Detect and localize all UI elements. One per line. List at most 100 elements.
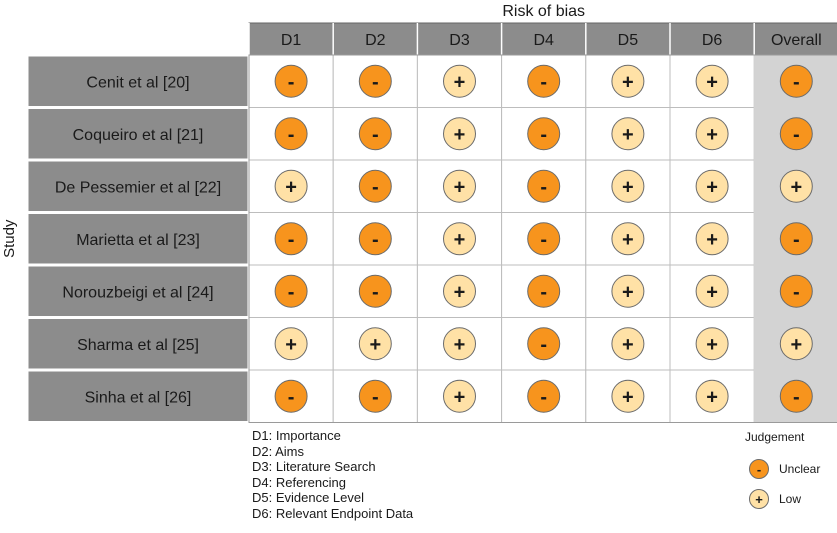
unclear-judgement-mark <box>779 64 813 98</box>
judgement-symbol: + <box>790 334 802 356</box>
judgement-cell <box>753 317 837 371</box>
low-judgement-mark <box>443 64 476 98</box>
unclear-judgement-mark <box>527 169 561 203</box>
domain-legend-item: D3: Literature Search <box>252 459 376 474</box>
judgement-symbol: + <box>622 71 634 93</box>
judgement-symbol: + <box>454 334 466 356</box>
judgement-symbol: - <box>540 334 547 356</box>
judgement-symbol: + <box>454 229 466 251</box>
study-label: De Pessemier et al [22] <box>55 179 221 196</box>
study-label-cell <box>27 160 249 212</box>
chart-title: Risk of bias <box>502 3 585 20</box>
low-judgement-mark <box>779 169 813 203</box>
judgement-symbol: - <box>793 124 800 146</box>
study-label-cell <box>27 318 249 370</box>
low-judgement-mark <box>695 169 729 203</box>
judgement-symbol: - <box>288 281 295 303</box>
low-judgement-mark <box>695 379 729 413</box>
judgement-symbol: + <box>790 176 802 198</box>
judgement-legend-label: Unclear <box>779 462 821 476</box>
judgement-symbol: - <box>372 386 379 408</box>
unclear-judgement-mark <box>358 274 392 308</box>
judgement-symbol: + <box>285 176 297 198</box>
column-header-cell <box>753 22 837 56</box>
low-judgement-mark <box>695 117 729 151</box>
judgement-symbol: + <box>622 281 634 303</box>
study-label-cell <box>27 213 249 265</box>
unclear-judgement-mark <box>527 222 561 256</box>
low-symbol-icon: + <box>749 489 769 509</box>
judgement-symbol: + <box>454 71 466 93</box>
unclear-judgement-mark <box>274 117 308 151</box>
judgement-symbol: - <box>288 124 295 146</box>
judgement-symbol: + <box>706 281 718 303</box>
judgement-symbol: + <box>622 386 634 408</box>
low-judgement-mark <box>611 222 645 256</box>
unclear-judgement-mark <box>527 274 561 308</box>
column-header-label: D4 <box>533 32 554 49</box>
column-header-label: D6 <box>702 32 723 49</box>
judgement-symbol: - <box>372 124 379 146</box>
judgement-symbol: + <box>706 124 718 146</box>
judgement-symbol: - <box>793 386 800 408</box>
unclear-judgement-mark <box>779 222 813 256</box>
low-judgement-mark <box>274 169 308 203</box>
domain-legend-item: D5: Evidence Level <box>252 490 365 505</box>
low-judgement-mark <box>695 274 729 308</box>
study-label: Marietta et al [23] <box>76 232 200 249</box>
low-judgement-mark <box>443 222 476 256</box>
judgement-symbol: + <box>622 124 634 146</box>
low-judgement-mark <box>779 327 813 361</box>
judgement-symbol: + <box>285 334 297 356</box>
unclear-judgement-mark <box>274 64 308 98</box>
study-label: Norouzbeigi et al [24] <box>62 284 213 301</box>
unclear-judgement-mark <box>527 64 561 98</box>
judgement-symbol: + <box>454 176 466 198</box>
row-axis-label: Study <box>1 219 18 258</box>
unclear-judgement-mark <box>358 379 392 413</box>
judgement-symbol: - <box>540 229 547 251</box>
judgement-symbol: - <box>540 71 547 93</box>
judgement-symbol: - <box>372 281 379 303</box>
low-judgement-mark <box>274 327 308 361</box>
judgement-symbol: + <box>622 334 634 356</box>
judgement-symbol: - <box>372 176 379 198</box>
judgement-symbol: - <box>372 71 379 93</box>
grid-outline <box>248 54 837 423</box>
unclear-judgement-mark <box>779 117 813 151</box>
risk-of-bias-chart: Risk of bias Study D1 D2 D3 D4 D5 D6 Overall Ceni… <box>1 3 837 423</box>
unclear-judgement-mark <box>527 379 561 413</box>
low-judgement-mark <box>443 379 476 413</box>
judgement-symbol: - <box>288 229 295 251</box>
judgement-symbol: + <box>454 386 466 408</box>
column-header-cell <box>416 22 503 56</box>
unclear-judgement-mark <box>527 117 561 151</box>
unclear-judgement-mark <box>358 117 392 151</box>
judgement-legend-label: Low <box>779 492 802 506</box>
unclear-judgement-mark <box>274 274 308 308</box>
judgement-legend-title: Judgement <box>745 430 805 444</box>
judgement-symbol: + <box>706 71 718 93</box>
judgement-legend: Judgement - Unclear + Low <box>745 430 835 514</box>
low-judgement-mark <box>443 117 476 151</box>
judgement-symbol: - <box>793 71 800 93</box>
unclear-judgement-mark <box>358 169 392 203</box>
study-label-cell <box>27 108 249 160</box>
low-judgement-mark <box>611 274 645 308</box>
study-label: Sharma et al [25] <box>77 337 199 354</box>
judgement-legend-item-low: + Low <box>745 484 835 514</box>
judgement-symbol: + <box>622 176 634 198</box>
judgement-symbol: + <box>706 334 718 356</box>
judgement-legend-item-unclear: - Unclear <box>745 454 835 484</box>
unclear-symbol-icon: - <box>749 459 769 479</box>
judgement-symbol: + <box>622 229 634 251</box>
study-label-cell <box>27 370 249 422</box>
unclear-judgement-mark <box>527 327 561 361</box>
low-judgement-mark <box>695 64 729 98</box>
judgement-symbol: + <box>706 229 718 251</box>
domain-legend-item: D4: Referencing <box>252 474 346 490</box>
judgement-symbol: - <box>793 281 800 303</box>
low-judgement-mark <box>611 117 645 151</box>
unclear-judgement-mark <box>274 222 308 256</box>
low-judgement-mark <box>611 64 645 98</box>
